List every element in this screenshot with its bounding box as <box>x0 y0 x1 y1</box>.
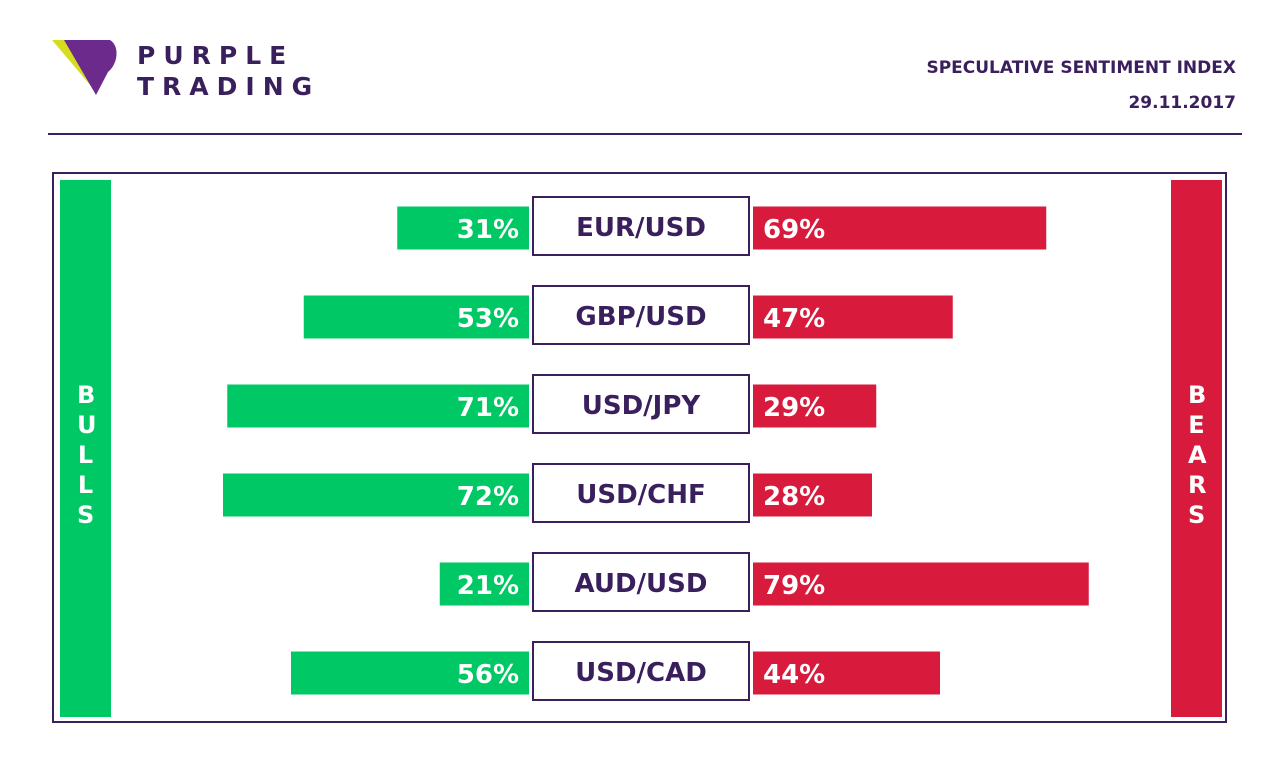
brand-name-line2: TRADING <box>137 72 321 101</box>
bears-column: BEARS <box>1171 180 1222 717</box>
header-divider <box>48 133 1242 135</box>
purple-trading-logo <box>52 40 117 95</box>
page-title: SPECULATIVE SENTIMENT INDEX <box>926 58 1236 78</box>
logo-mark-purple <box>64 40 117 95</box>
chart-frame <box>52 172 1227 723</box>
bulls-label: BULLS <box>77 381 97 529</box>
report-date: 29.11.2017 <box>1128 93 1236 113</box>
bears-label: BEARS <box>1188 381 1207 529</box>
bulls-column: BULLS <box>60 180 111 717</box>
brand-name-line1: PURPLE <box>137 41 295 70</box>
